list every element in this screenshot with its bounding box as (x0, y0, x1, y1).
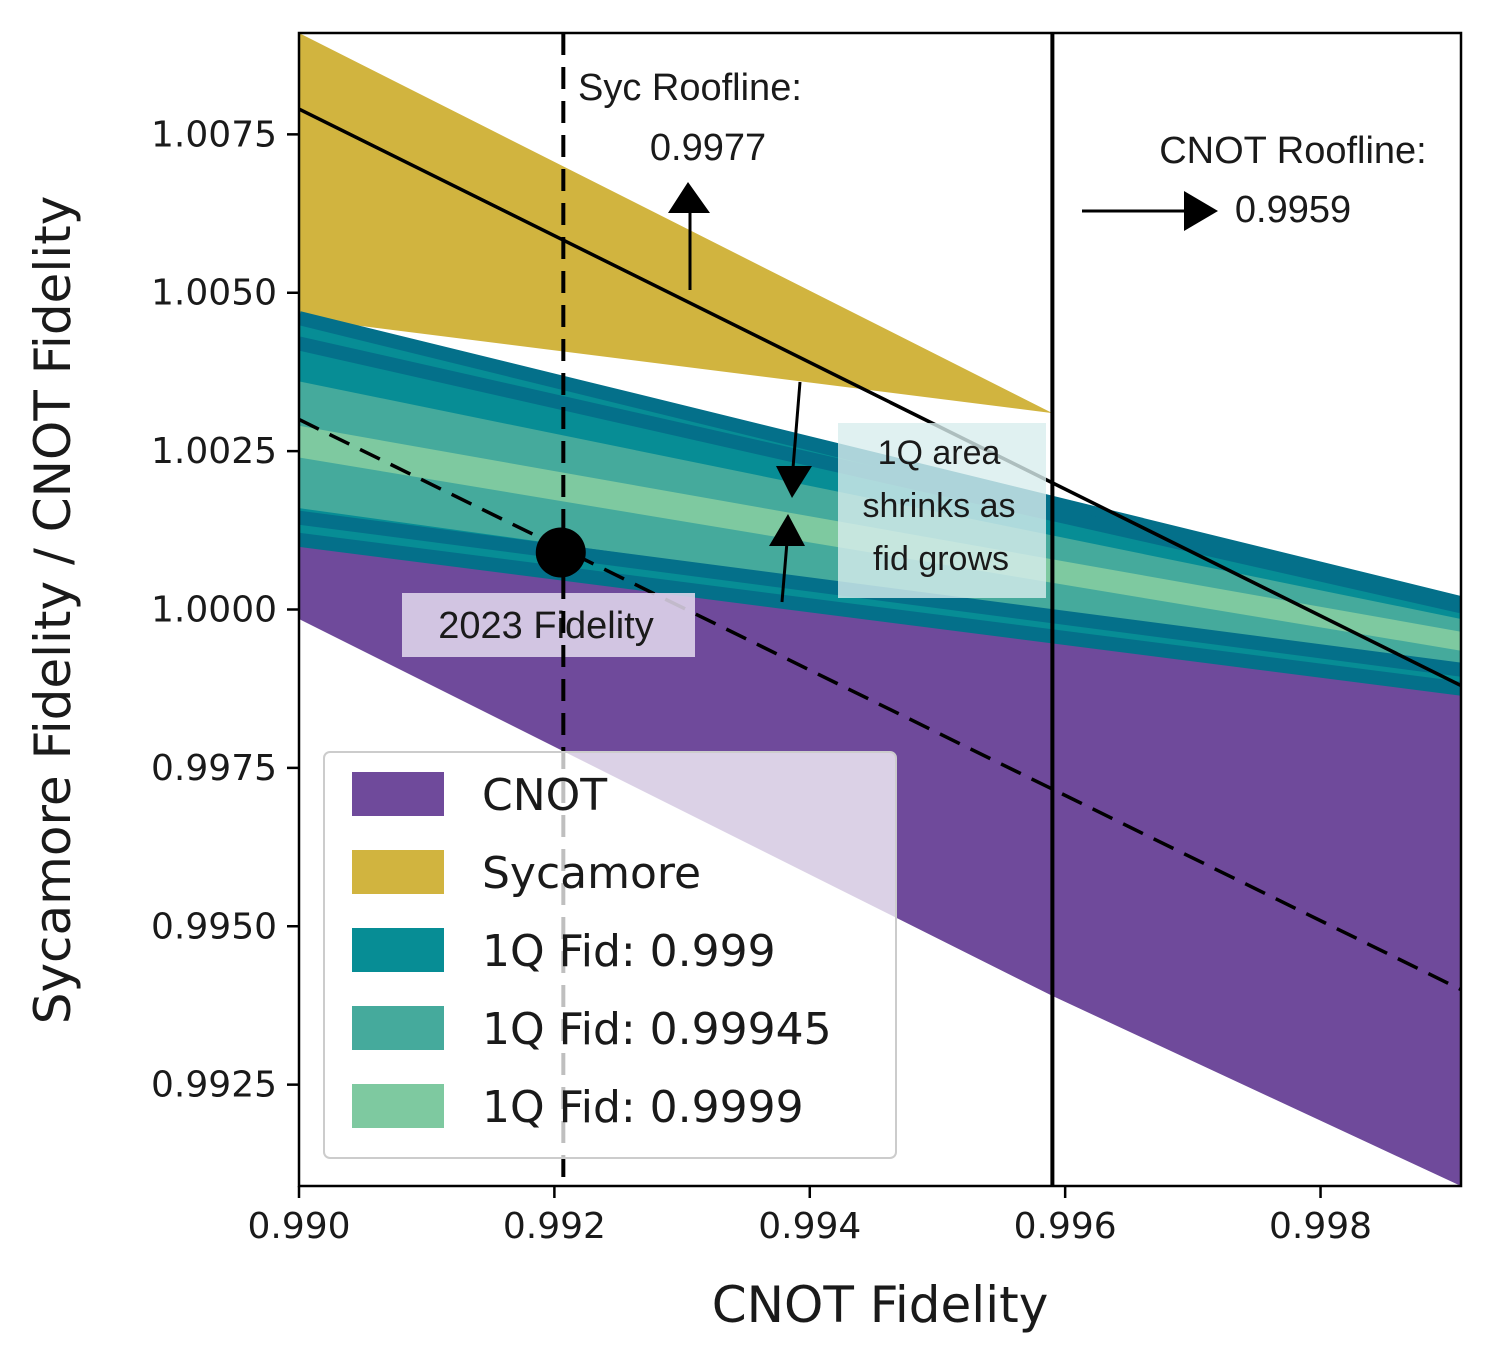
y-axis: 0.9925 0.9950 0.9975 1.0000 1.0025 1.0050 1.00… (151, 114, 299, 1106)
legend-swatch-sycamore (352, 850, 444, 894)
annotation-1q-area: 1Q area shrinks as fid grows (838, 423, 1046, 598)
legend-label-sycamore: Sycamore (482, 848, 701, 899)
y-tick-label: 1.0050 (151, 273, 277, 314)
legend-label-1q-fid-0-999: 1Q Fid: 0.999 (482, 926, 776, 977)
point-label: 2023 Fidelity (402, 593, 695, 657)
x-tick-label: 0.992 (503, 1206, 606, 1247)
annotation-line: fid grows (873, 540, 1009, 578)
y-tick-label: 1.0000 (151, 590, 277, 631)
up-arrow-head-2 (769, 514, 805, 546)
band-edge-0 (299, 311, 1461, 610)
legend-swatch-cnot (352, 772, 444, 816)
band-edges (299, 311, 1461, 696)
annotation-box (838, 423, 1046, 598)
annotation-line: Syc Roofline: (578, 67, 802, 109)
annotation-line: shrinks as (862, 487, 1015, 525)
legend-label-1q-fid-0-99945: 1Q Fid: 0.99945 (482, 1004, 832, 1055)
legend-swatch-1q-fid-0-99945 (352, 1006, 444, 1050)
x-tick-label: 0.990 (247, 1206, 350, 1247)
legend-swatch-1q-fid-0-999 (352, 928, 444, 972)
annotation-syc-roofline: Syc Roofline: 0.9977 (578, 67, 802, 169)
legend-label-cnot: CNOT (482, 770, 607, 821)
legend: CNOT Sycamore 1Q Fid: 0.999 1Q Fid: 0.99945… (323, 751, 897, 1159)
down-arrow-head (776, 466, 812, 498)
annotation-line: CNOT Roofline: (1159, 130, 1427, 172)
annotation-line: 1Q area (878, 434, 1001, 472)
band-edge-3 (299, 532, 1461, 696)
x-tick-label: 0.994 (758, 1206, 861, 1247)
region-sycamore (299, 33, 1461, 623)
y-tick-label: 1.0075 (151, 114, 277, 155)
band-edge-1 (299, 336, 1461, 614)
annotation-cnot-roofline: CNOT Roofline: 0.9959 (1159, 130, 1427, 231)
up-arrow-head (668, 182, 710, 213)
data-point-2023 (535, 527, 586, 578)
y-tick-label: 1.0025 (151, 431, 277, 472)
trend-lines (299, 107, 1461, 992)
point-label-box (402, 593, 695, 657)
line-2023-trend (299, 417, 1461, 992)
x-tick-label: 0.998 (1269, 1206, 1372, 1247)
annotation-line: 0.9977 (650, 127, 766, 169)
legend-frame (323, 751, 897, 1159)
y-tick-label: 0.9950 (151, 906, 277, 947)
legend-label-1q-fid-0-9999: 1Q Fid: 0.9999 (482, 1082, 804, 1133)
x-axis-label: CNOT Fidelity (712, 1276, 1049, 1334)
up-arrow-shaft-2 (780, 541, 789, 603)
arrows (668, 182, 1218, 603)
line-sycamore-roofline-trend (299, 107, 1461, 688)
right-arrow-head (1184, 191, 1218, 231)
annotation-line: 0.9959 (1235, 189, 1351, 231)
legend-swatch-1q-fid-0-9999 (352, 1084, 444, 1128)
down-arrow-shaft (791, 381, 802, 469)
y-tick-label: 0.9975 (151, 748, 277, 789)
band-edge-2 (299, 510, 1461, 677)
y-tick-label: 0.9925 (151, 1065, 277, 1106)
x-axis: 0.990 0.992 0.994 0.996 0.998 (247, 1186, 1372, 1247)
point-label-text: 2023 Fidelity (438, 605, 653, 647)
x-tick-label: 0.996 (1014, 1206, 1117, 1247)
y-axis-label: Sycamore Fidelity / CNOT Fidelity (24, 196, 82, 1025)
